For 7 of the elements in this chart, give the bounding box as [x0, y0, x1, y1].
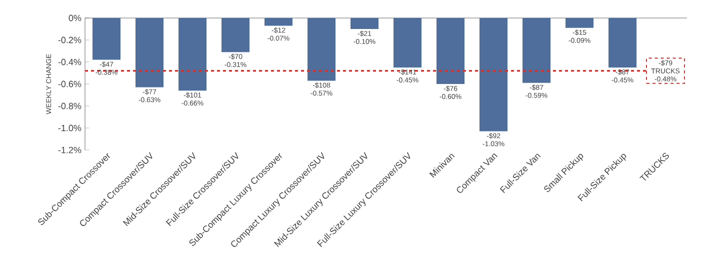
y-tick-label: -0.6%: [58, 80, 82, 88]
y-tick-label: 0%: [68, 14, 82, 22]
y-tick-label: -1.0%: [58, 124, 82, 132]
y-tick-label: -1.2%: [58, 146, 82, 154]
y-tick-label: -0.8%: [58, 102, 82, 110]
y-tick-label: -0.4%: [58, 58, 82, 66]
y-tick-label: -0.2%: [58, 36, 82, 44]
